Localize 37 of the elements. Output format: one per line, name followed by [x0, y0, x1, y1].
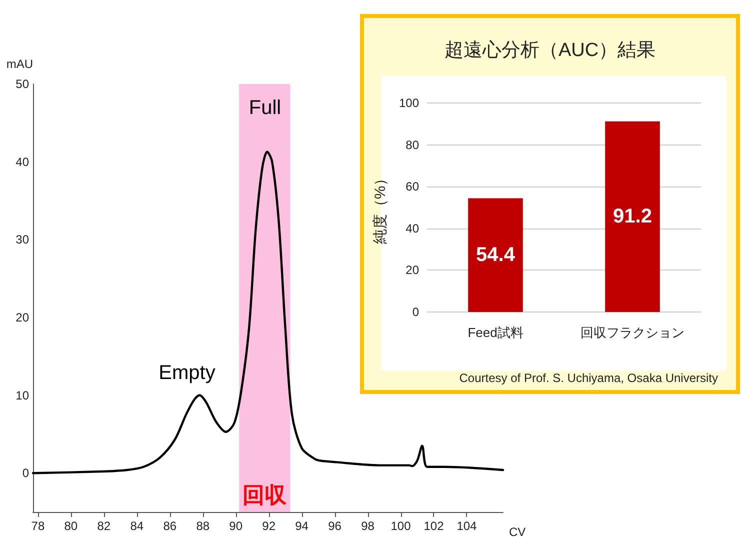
y-tick-label: 0	[22, 466, 30, 480]
x-tick-label: 98	[361, 519, 375, 533]
y-tick-label: 40	[16, 154, 30, 169]
x-tick-label: 92	[262, 519, 276, 533]
y-tick-label: 50	[16, 77, 30, 91]
band-label: 回収	[242, 482, 288, 508]
x-tick-label: 102	[424, 519, 444, 533]
x-tick-label: 90	[229, 519, 243, 533]
x-axis-title: CV	[509, 525, 526, 538]
y-axis-title: mAU	[6, 57, 33, 71]
y-tick-label: 30	[16, 232, 30, 247]
x-tick-label: 回収フラクション	[580, 325, 684, 340]
x-tick-label: 82	[97, 519, 111, 533]
x-tick-label: 104	[456, 519, 478, 533]
data-label: 54.4	[476, 244, 516, 266]
x-tick-label: 78	[31, 519, 45, 533]
y-tick-label: 100	[398, 96, 420, 110]
y-tick-label: 40	[406, 221, 420, 236]
annotation: Full	[248, 97, 282, 119]
y-tick-label: 60	[406, 180, 420, 194]
x-tick-label: 86	[163, 519, 177, 533]
x-tick-label: Feed試料	[468, 325, 524, 340]
y-tick-label: 10	[16, 388, 30, 402]
annotation: Courtesy of Prof. S. Uchiyama, Osaka University	[459, 371, 718, 385]
x-tick-label: 84	[130, 519, 144, 533]
x-tick-label: 80	[64, 519, 78, 533]
y-tick-label: 20	[16, 310, 30, 324]
x-tick-label: 96	[328, 519, 342, 533]
annotation: Empty	[158, 362, 216, 384]
chart-title: 超遠心分析（AUC）結果	[444, 39, 656, 61]
x-tick-label: 88	[196, 519, 210, 533]
y-tick-label: 20	[406, 263, 420, 278]
x-tick-label: 94	[295, 519, 309, 533]
y-tick-label: 0	[412, 305, 420, 319]
y-tick-label: 80	[406, 138, 420, 152]
y-axis-title: 純度（%）	[372, 170, 390, 244]
data-label: 91.2	[613, 206, 652, 228]
